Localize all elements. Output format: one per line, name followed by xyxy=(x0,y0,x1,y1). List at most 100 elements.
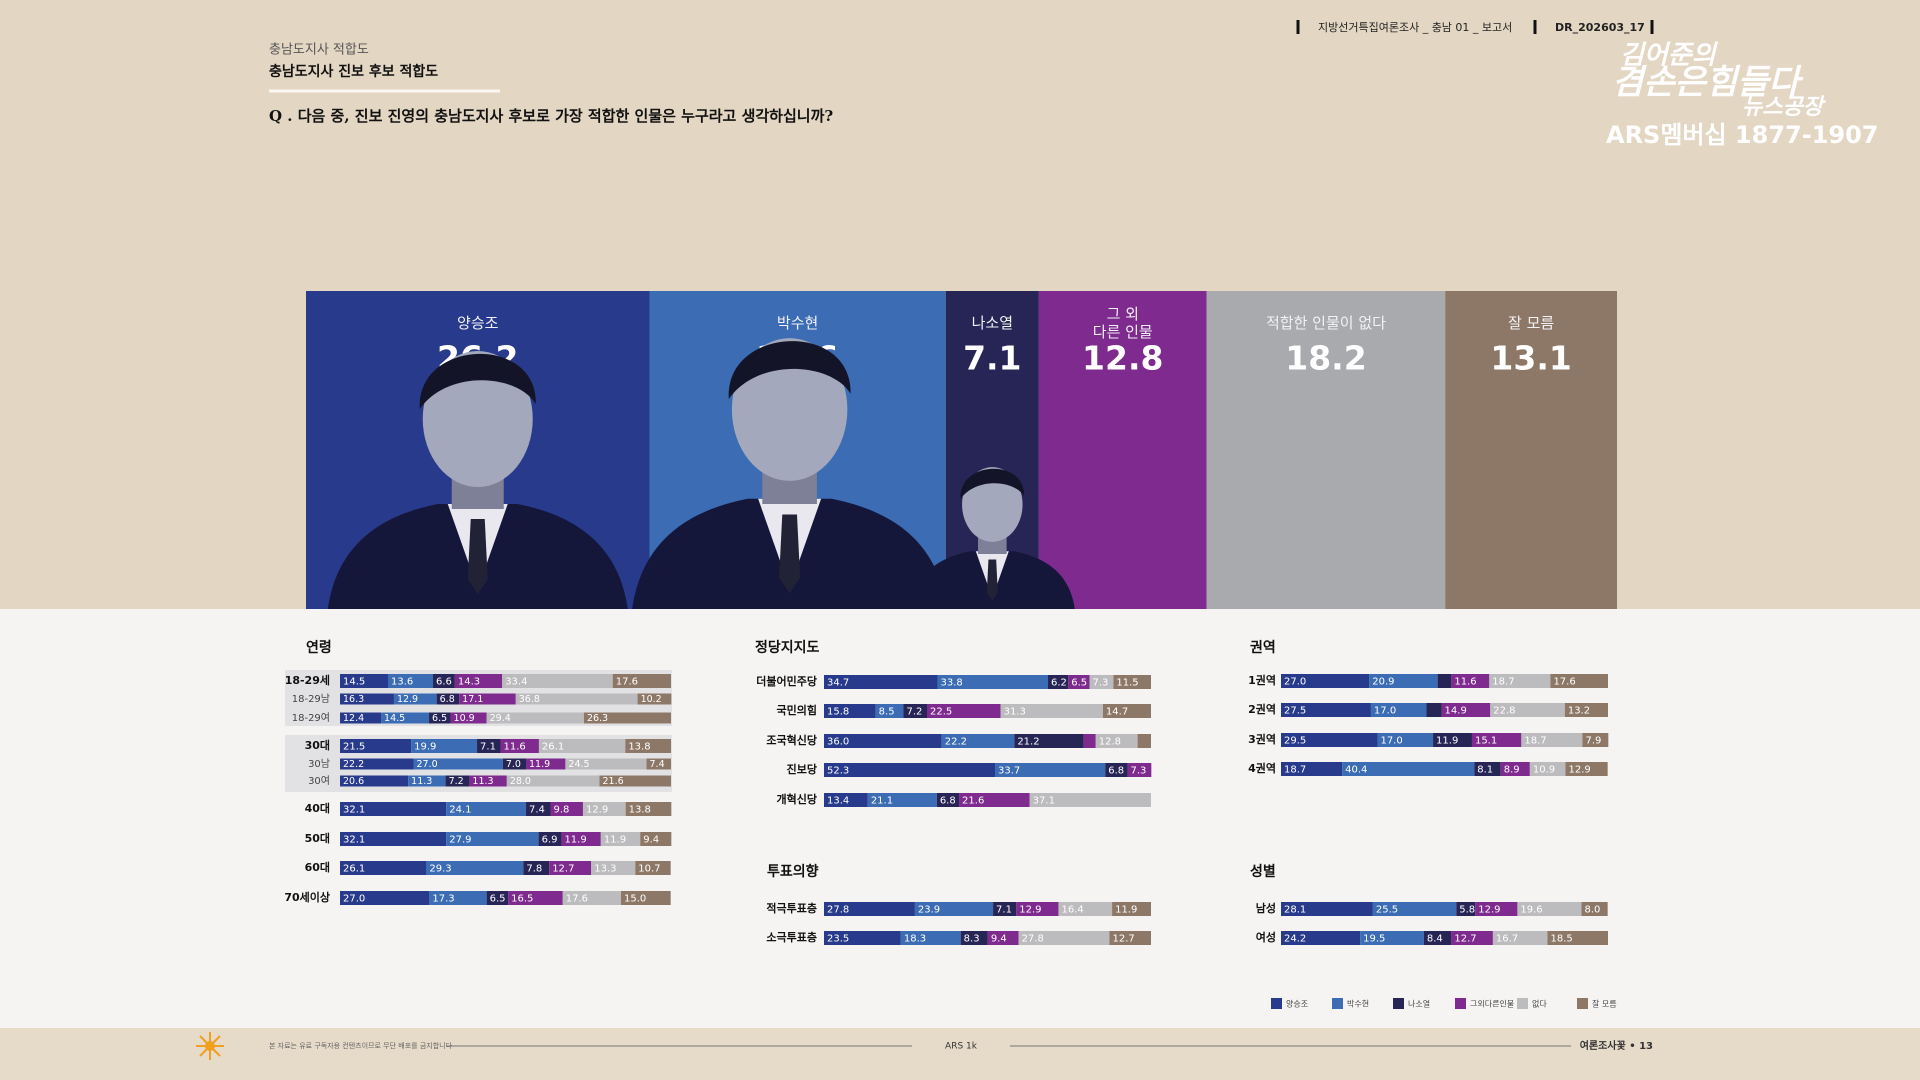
bar-segment xyxy=(565,758,647,770)
value-label: 26.1 xyxy=(542,742,564,753)
category-label: 50대 xyxy=(305,831,330,845)
value-label: 6.5 xyxy=(432,713,447,724)
membership: ARS멤버십 1877-1907 xyxy=(1606,121,1879,149)
bar-segment xyxy=(538,832,562,846)
panel-title: 성별 xyxy=(1250,863,1276,880)
bar-segment xyxy=(500,739,539,753)
bar-segment xyxy=(1105,763,1128,777)
value-label: 8.9 xyxy=(1504,765,1520,776)
bar-segment xyxy=(1014,734,1084,748)
bar-segment xyxy=(454,674,503,688)
bar-segment xyxy=(436,693,460,705)
summary-name: 나소열 xyxy=(972,314,1013,332)
value-label: 7.1 xyxy=(480,742,496,753)
bar-segment xyxy=(824,902,915,916)
summary-bar xyxy=(1206,291,1446,609)
bar-segment xyxy=(1095,734,1138,748)
bar-segment xyxy=(867,793,937,807)
bar-segment xyxy=(1342,762,1475,776)
bar-segment xyxy=(1426,703,1442,717)
value-label: 17.1 xyxy=(462,694,483,705)
category-label: 3권역 xyxy=(1248,732,1276,746)
value-label: 21.5 xyxy=(343,742,365,753)
value-label: 5.8 xyxy=(1459,905,1475,916)
value-label: 27.0 xyxy=(416,759,437,770)
bar-segment xyxy=(429,891,487,905)
bar-segment xyxy=(1000,704,1103,718)
bar-segment xyxy=(1475,902,1518,916)
value-label: 29.4 xyxy=(490,713,511,724)
portrait-hair xyxy=(960,468,1025,499)
value-label: 10.9 xyxy=(1533,765,1555,776)
bar-segment xyxy=(637,693,672,705)
value-label: 9.4 xyxy=(643,835,659,846)
bar-segment xyxy=(515,693,638,705)
portrait xyxy=(327,351,628,609)
value-label: 6.6 xyxy=(436,677,452,688)
category-label: 2권역 xyxy=(1248,702,1276,716)
value-label: 22.8 xyxy=(1493,706,1515,717)
legend-swatch xyxy=(1577,998,1588,1009)
value-label: 13.4 xyxy=(827,796,849,807)
value-label: 7.0 xyxy=(506,759,521,770)
bar-segment xyxy=(583,712,671,724)
bar-segment xyxy=(1471,733,1522,747)
value-label: 6.5 xyxy=(1071,678,1087,689)
value-label: 21.2 xyxy=(1017,737,1039,748)
value-label: 26.3 xyxy=(587,713,608,724)
value-label: 7.3 xyxy=(1130,766,1146,777)
bar-segment xyxy=(549,861,592,875)
legend-label: 나소열 xyxy=(1408,1000,1430,1009)
value-label: 11.6 xyxy=(1454,677,1476,688)
value-label: 27.9 xyxy=(449,835,471,846)
bar-segment xyxy=(612,674,671,688)
value-label: 7.4 xyxy=(650,759,665,770)
value-label: 9.8 xyxy=(554,805,570,816)
panel-title: 정당지지도 xyxy=(755,639,820,656)
value-label: 18.7 xyxy=(1492,677,1514,688)
bar-segment xyxy=(640,832,672,846)
value-label: 23.5 xyxy=(827,934,849,945)
bar-segment xyxy=(1423,931,1452,945)
bar-segment xyxy=(1016,902,1059,916)
value-label: 7.2 xyxy=(449,776,464,787)
bar-segment xyxy=(445,775,470,787)
value-label: 28.1 xyxy=(1284,905,1306,916)
value-label: 11.9 xyxy=(604,835,626,846)
bar-segment xyxy=(824,734,942,748)
bar-segment xyxy=(1451,674,1490,688)
bar-segment xyxy=(1564,703,1608,717)
value-label: 19.6 xyxy=(1520,905,1542,916)
value-label: 8.1 xyxy=(1477,765,1493,776)
value-label: 33.7 xyxy=(998,766,1020,777)
category-label: 더불어민주당 xyxy=(756,674,817,688)
bar-segment xyxy=(1127,763,1152,777)
bar-segment xyxy=(1089,675,1114,689)
panel-title: 투표의향 xyxy=(767,863,819,880)
value-label: 15.1 xyxy=(1475,736,1497,747)
value-label: 18.5 xyxy=(1551,934,1573,945)
logo-line: 겸손은힘들다 xyxy=(1612,63,1804,103)
value-label: 14.3 xyxy=(458,677,480,688)
bar-segment xyxy=(937,675,1048,689)
value-label: 17.6 xyxy=(616,677,638,688)
value-label: 26.1 xyxy=(343,864,365,875)
bar-segment xyxy=(426,861,524,875)
summary-bar xyxy=(1445,291,1617,609)
value-label: 7.4 xyxy=(529,805,545,816)
report-label: 지방선거특집여론조사 _ 충남 01 _ 보고서 xyxy=(1318,21,1512,34)
bar-segment xyxy=(1433,733,1472,747)
value-label: 37.1 xyxy=(1033,796,1055,807)
value-label: 11.3 xyxy=(472,776,493,787)
bar-segment xyxy=(914,902,994,916)
bar-segment xyxy=(1109,931,1151,945)
bar-segment xyxy=(600,832,641,846)
bar-segment xyxy=(824,675,938,689)
bar-segment xyxy=(526,802,551,816)
value-label: 17.6 xyxy=(566,894,588,905)
category-label: 남성 xyxy=(1256,901,1276,915)
category-label: 40대 xyxy=(305,801,330,815)
category-label: 60대 xyxy=(305,860,330,874)
value-label: 12.9 xyxy=(1478,905,1500,916)
bar-segment xyxy=(450,712,487,724)
